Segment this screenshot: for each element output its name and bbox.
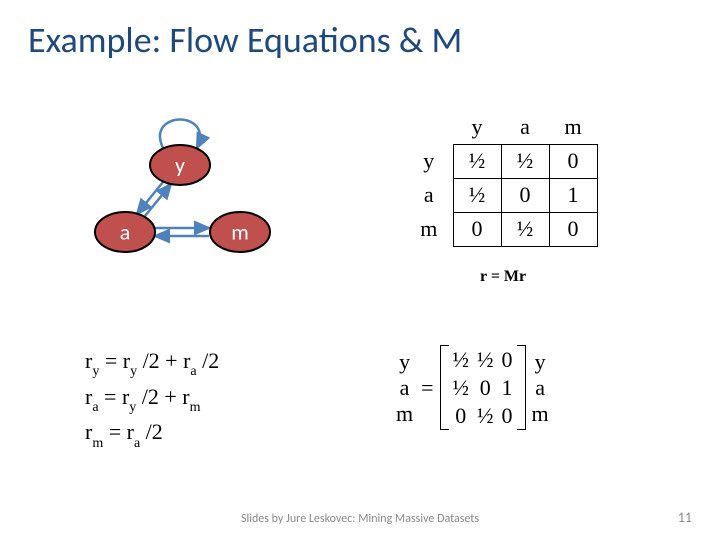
node-a-label: a [120, 218, 131, 245]
flow-eq-1: ry = ry /2 + ra /2 [85, 345, 219, 381]
matrix-row-header: m [405, 212, 453, 246]
matrix-cell: ½ [453, 144, 501, 178]
page-number: 11 [678, 509, 692, 526]
graph-diagram: y a m [85, 120, 305, 270]
matrix-caption: r = Mr [480, 268, 526, 286]
vec-right-entry: y [532, 349, 549, 375]
mat-cell: ½ [473, 346, 498, 374]
matrix-cell: 0 [549, 144, 597, 178]
equals-sign: = [415, 346, 440, 430]
matrix-m: y a m y ½ ½ 0 a ½ 0 1 m 0 ½ 0 [405, 110, 598, 247]
flow-eq-3: rm = ra /2 [85, 416, 219, 452]
matrix-cell: ½ [501, 212, 549, 246]
matrix-cell: 0 [549, 212, 597, 246]
matrix-equation: y a m = ½ ½ 0 y a m ½ 0 1 0 ½ 0 [392, 345, 553, 430]
matrix-col-header: y [453, 110, 501, 144]
mat-cell: 0 [449, 402, 474, 430]
matrix-row-header: a [405, 178, 453, 212]
footer-text: Slides by Jure Leskovec: Mining Massive … [0, 512, 720, 526]
mat-cell: 1 [498, 374, 517, 402]
matrix-cell: ½ [501, 144, 549, 178]
edge-y-y [160, 120, 200, 149]
matrix-cell: 0 [501, 178, 549, 212]
mat-cell: 0 [498, 346, 517, 374]
vec-right-entry: m [532, 401, 549, 427]
mat-cell: 0 [498, 402, 517, 430]
matrix-cell: 1 [549, 178, 597, 212]
matrix-col-header: a [501, 110, 549, 144]
vec-left-entry: a [396, 375, 413, 401]
matrix-col-header: m [549, 110, 597, 144]
slide-title: Example: Flow Equations & M [0, 0, 720, 62]
matrix-row-header: y [405, 144, 453, 178]
mat-cell: ½ [473, 402, 498, 430]
mat-cell: ½ [449, 374, 474, 402]
vec-right-entry: a [532, 375, 549, 401]
vec-left-entry: y [396, 349, 413, 375]
flow-equations: ry = ry /2 + ra /2 ra = ry /2 + rm rm = … [85, 345, 219, 452]
flow-eq-2: ra = ry /2 + rm [85, 381, 219, 417]
vec-left-entry: m [396, 401, 413, 427]
matrix-cell: ½ [453, 178, 501, 212]
mat-cell: 0 [473, 374, 498, 402]
mat-cell: ½ [449, 346, 474, 374]
node-y-label: y [175, 151, 185, 178]
matrix-cell: 0 [453, 212, 501, 246]
node-m-label: m [231, 218, 249, 245]
